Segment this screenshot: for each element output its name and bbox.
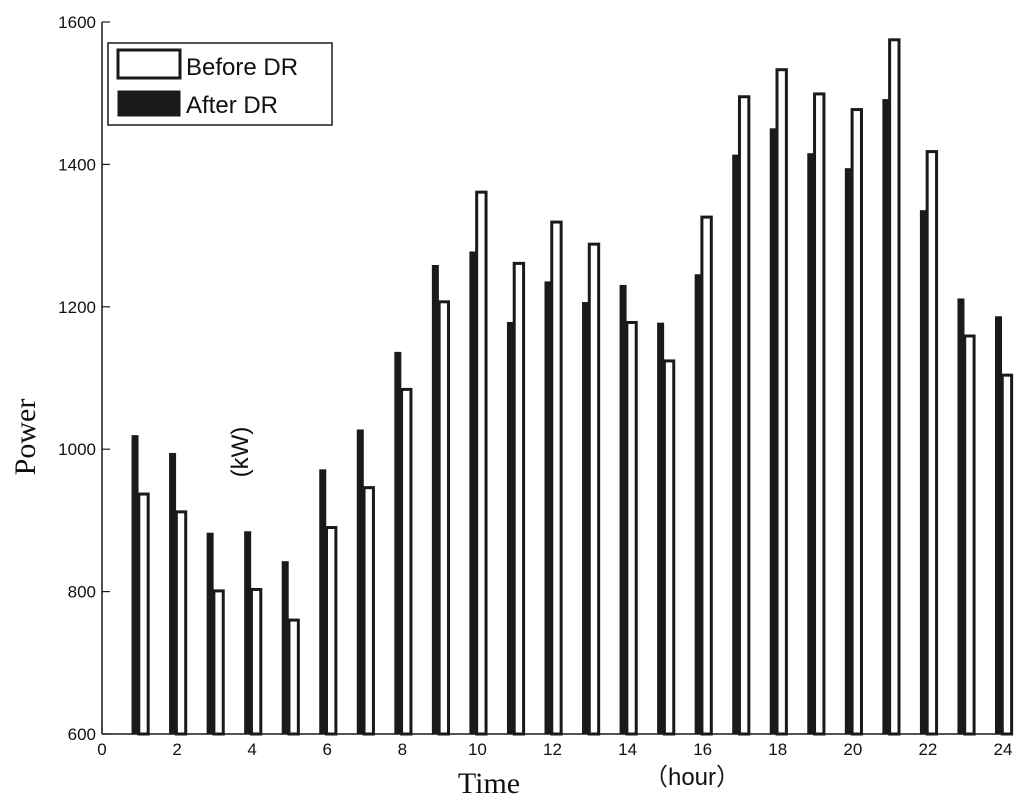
bar-before-dr: [850, 108, 863, 736]
bar-after-dr: [807, 153, 815, 735]
bar-after-dr: [131, 435, 139, 735]
bar-before-dr: [813, 92, 826, 736]
x-tick-label: 12: [543, 740, 562, 759]
bar-after-dr: [882, 99, 890, 735]
bar-before-dr: [512, 261, 526, 736]
x-tick-label: 6: [323, 740, 332, 759]
bar-before-dr: [362, 486, 375, 736]
bar-before-dr: [737, 95, 751, 736]
bar-before-dr: [925, 150, 939, 736]
bar-after-dr: [582, 302, 590, 735]
x-tick-label: 20: [843, 740, 862, 759]
bar-before-dr: [475, 190, 488, 736]
bar-before-dr: [963, 334, 976, 736]
bar-after-dr: [619, 284, 627, 735]
legend-label-before-dr: Before DR: [186, 54, 298, 81]
bar-before-dr: [249, 587, 263, 736]
bar-after-dr: [319, 469, 327, 735]
y-axis-unit: (kW): [227, 427, 254, 478]
bar-after-dr: [356, 429, 364, 735]
x-axis-unit: （hour）: [644, 764, 740, 791]
bar-after-dr: [206, 532, 214, 735]
bar-before-dr: [775, 68, 788, 736]
y-tick-label: 1600: [58, 13, 96, 32]
y-tick-label: 800: [68, 583, 96, 602]
bar-after-dr: [469, 251, 477, 735]
bar-before-dr: [662, 359, 676, 736]
x-tick-label: 24: [994, 740, 1013, 759]
x-tick-label: 2: [172, 740, 181, 759]
x-tick-label: 4: [247, 740, 256, 759]
y-axis-title: Power: [9, 399, 42, 476]
bar-after-dr: [994, 316, 1002, 735]
bars: [131, 38, 1014, 736]
bar-after-dr: [394, 351, 402, 735]
bar-before-dr: [625, 320, 638, 736]
bar-before-dr: [287, 618, 300, 736]
x-tick-label: 10: [468, 740, 487, 759]
bar-before-dr: [550, 220, 563, 736]
x-axis-title: Time: [458, 767, 520, 800]
bar-after-dr: [544, 281, 552, 735]
x-tick-label: 22: [918, 740, 937, 759]
y-tick-label: 1200: [58, 298, 96, 317]
bar-before-dr: [174, 510, 188, 736]
x-tick-label: 14: [618, 740, 637, 759]
bar-before-dr: [212, 589, 225, 736]
x-tick-label: 16: [693, 740, 712, 759]
legend-label-after-dr: After DR: [186, 92, 278, 119]
bar-after-dr: [244, 531, 252, 735]
bar-after-dr: [169, 452, 177, 735]
y-tick-label: 1400: [58, 155, 96, 174]
bar-after-dr: [281, 561, 289, 735]
bar-before-dr: [888, 38, 901, 736]
x-tick-label: 18: [768, 740, 787, 759]
y-tick-label: 600: [68, 725, 96, 744]
bar-after-dr: [506, 321, 514, 735]
bar-before-dr: [437, 300, 451, 736]
legend-swatch-before-dr: [116, 48, 182, 80]
bar-before-dr: [400, 387, 413, 736]
x-tick-label: 8: [398, 740, 407, 759]
bar-after-dr: [431, 265, 439, 735]
bar-before-dr: [137, 492, 150, 736]
bar-before-dr: [1000, 373, 1014, 736]
y-tick-label: 1000: [58, 440, 96, 459]
bar-before-dr: [700, 215, 713, 736]
legend: Before DR After DR: [107, 42, 333, 126]
x-tick-label: 0: [97, 740, 106, 759]
legend-swatch-after-dr: [117, 90, 181, 117]
bar-after-dr: [769, 128, 777, 735]
bar-after-dr: [732, 154, 740, 735]
bar-before-dr: [324, 526, 338, 736]
bar-before-dr: [587, 242, 601, 736]
bar-after-dr: [844, 168, 852, 735]
bar-after-dr: [957, 298, 965, 735]
bar-after-dr: [694, 274, 702, 735]
bar-after-dr: [657, 322, 665, 735]
bar-after-dr: [919, 210, 927, 735]
